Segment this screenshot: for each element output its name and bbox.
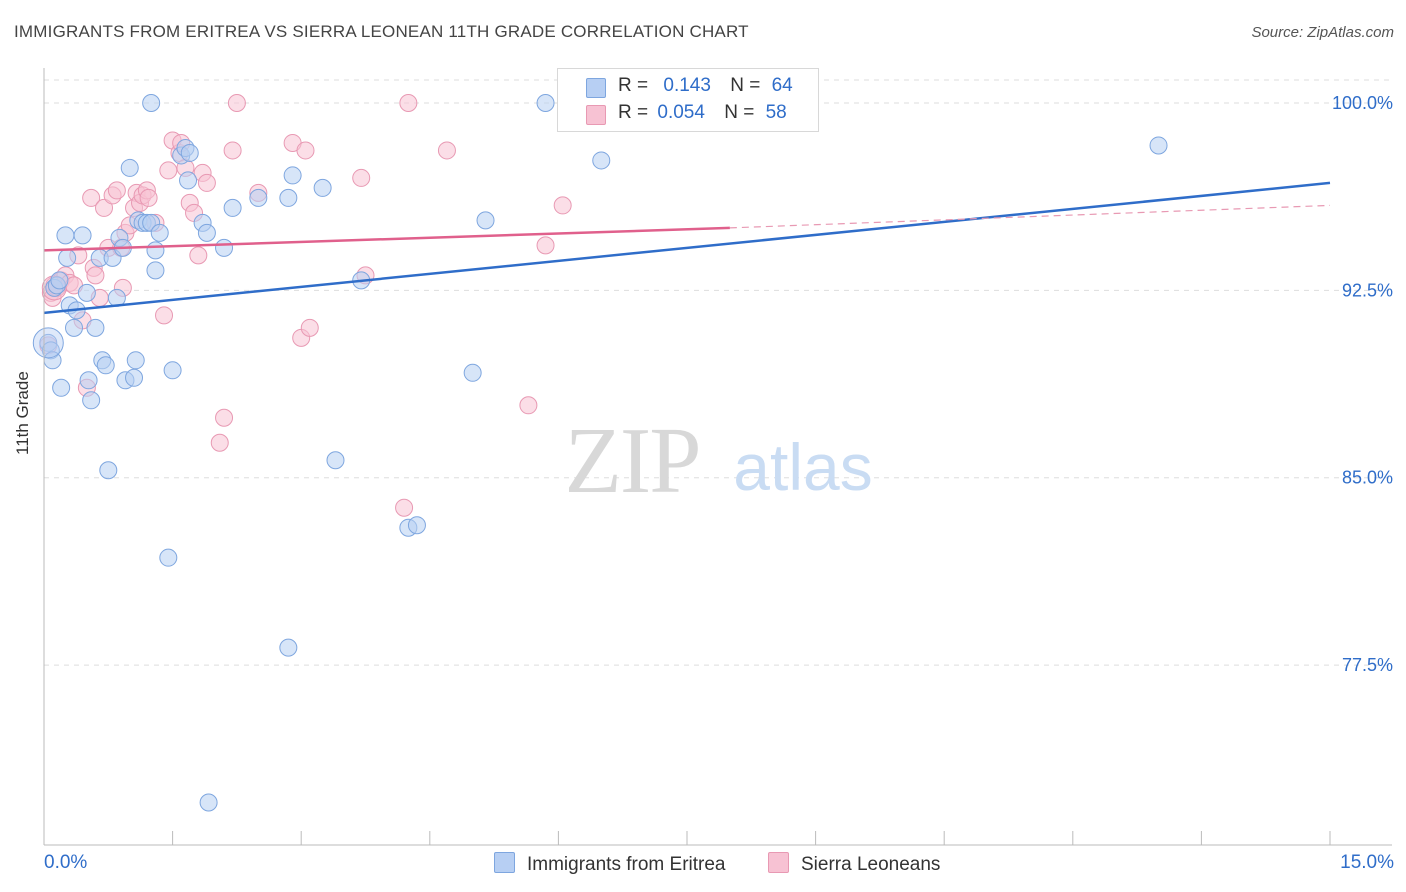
point-eritrea [150,223,169,242]
point-eritrea [142,93,161,112]
point-sierra-leoneans [553,196,572,215]
point-sierra-leoneans [107,181,126,200]
point-sierra-leoneans [223,141,242,160]
point-eritrea [536,93,555,112]
axes [43,68,1392,846]
legend-r-value: 0.143 [663,75,711,96]
point-eritrea [73,226,92,245]
point-eritrea-cluster [32,327,64,359]
trend-line-sierra-leoneans [43,226,730,252]
point-sierra-leoneans [155,306,174,325]
point-eritrea [407,516,426,535]
point-eritrea [326,451,345,470]
grid-lines [44,79,1392,666]
legend-n-value: 64 [771,75,793,96]
point-sierra-leoneans [395,498,414,517]
legend-n-label: N = [724,102,755,123]
bottom-legend-swatch-blue [494,852,515,873]
point-eritrea [126,351,145,370]
point-eritrea [279,188,298,207]
bottom-legend-swatch-pink [768,852,789,873]
point-eritrea [163,361,182,380]
y-axis-label: 11th Grade [13,371,32,455]
legend-r-label: R = [618,75,649,96]
point-eritrea [77,283,96,302]
point-eritrea [215,238,234,257]
point-eritrea [223,198,242,217]
trend-line-sierra-leoneans-extrapolated [729,204,1331,229]
point-eritrea [99,461,118,480]
source-label: Source: ZipAtlas.com [1251,24,1394,41]
bottom-legend-label: Sierra Leoneans [801,854,941,875]
point-eritrea [146,261,165,280]
y-tick-labels: 100.0% 92.5% 85.0% 77.5% [1332,93,1393,675]
bottom-legend-sierra-leoneans: Sierra Leoneans [768,852,940,876]
point-eritrea [65,318,84,337]
point-eritrea [180,143,199,162]
watermark-atlas: atlas [733,430,872,504]
y-tick-label: 100.0% [1332,93,1393,113]
point-eritrea [197,223,216,242]
point-eritrea [50,271,69,290]
point-sierra-leoneans [519,396,538,415]
point-sierra-leoneans [86,266,105,285]
point-eritrea [313,178,332,197]
bottom-legend-label: Immigrants from Eritrea [527,854,726,875]
point-sierra-leoneans [227,93,246,112]
point-eritrea [96,356,115,375]
point-eritrea [283,166,302,185]
point-sierra-leoneans [210,433,229,452]
point-eritrea [146,241,165,260]
legend-r-value: 0.054 [657,102,705,123]
point-eritrea [52,378,71,397]
point-sierra-leoneans [82,188,101,207]
legend-n-label: N = [730,75,761,96]
x-tick-label-max: 15.0% [1340,852,1394,873]
point-eritrea [463,363,482,382]
y-tick-label: 85.0% [1342,468,1393,488]
point-sierra-leoneans [215,408,234,427]
point-eritrea [58,248,77,267]
bottom-legend-eritrea: Immigrants from Eritrea [494,852,725,876]
legend-swatch-blue [586,78,606,98]
point-eritrea [159,548,178,567]
point-eritrea [249,188,268,207]
point-eritrea [125,368,144,387]
x-tick-label-min: 0.0% [44,852,88,873]
point-eritrea [82,391,101,410]
point-eritrea [79,371,98,390]
series-eritrea-points [32,93,1168,812]
y-tick-label: 77.5% [1342,655,1393,675]
watermark-zip: ZIP [565,409,700,513]
point-sierra-leoneans [352,168,371,187]
point-sierra-leoneans [197,173,216,192]
point-eritrea [1149,136,1168,155]
point-sierra-leoneans [139,188,158,207]
legend-n-value: 58 [765,102,787,123]
trend-line-eritrea [43,181,1331,315]
point-eritrea [86,318,105,337]
point-sierra-leoneans [399,93,418,112]
point-eritrea [476,211,495,230]
point-sierra-leoneans [536,236,555,255]
point-sierra-leoneans [437,141,456,160]
point-eritrea [120,158,139,177]
point-eritrea [279,638,298,657]
point-sierra-leoneans [95,198,114,217]
point-eritrea [592,151,611,170]
legend-swatch-pink [586,105,606,125]
correlation-legend: R = 0.143 N = 64 R = 0.054 N = 58 [557,68,819,132]
point-eritrea [56,226,75,245]
point-sierra-leoneans [159,161,178,180]
point-sierra-leoneans [300,318,319,337]
point-sierra-leoneans [296,141,315,160]
chart-title: IMMIGRANTS FROM ERITREA VS SIERRA LEONEA… [14,22,749,41]
legend-r-label: R = [618,102,649,123]
point-eritrea [179,171,198,190]
trend-lines [43,181,1331,315]
y-tick-label: 92.5% [1342,280,1393,300]
point-sierra-leoneans [189,246,208,265]
point-eritrea [199,793,218,812]
